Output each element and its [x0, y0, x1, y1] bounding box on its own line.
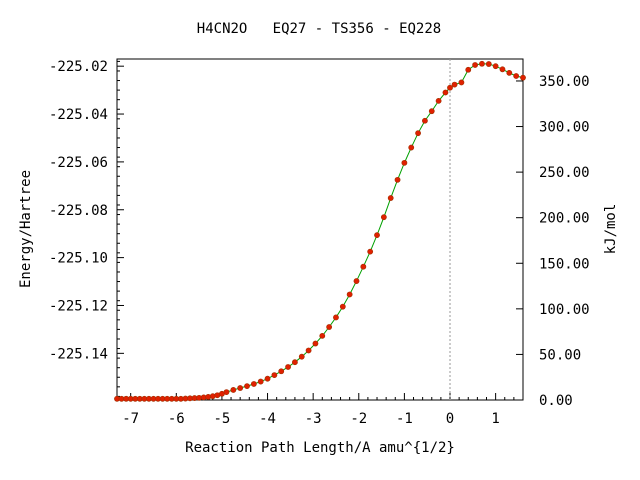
x-axis-label: Reaction Path Length/A amu^{1/2} — [185, 440, 455, 456]
y-tick-label: -225.14 — [49, 346, 108, 362]
x-tick-label: -5 — [213, 411, 230, 427]
y2-tick-label: 350.00 — [539, 74, 590, 90]
data-point — [305, 347, 312, 354]
data-point — [447, 84, 453, 91]
data-point — [435, 97, 442, 104]
y2-tick-label: 50.00 — [539, 347, 581, 363]
data-point — [353, 278, 360, 284]
data-point — [387, 195, 394, 201]
data-point — [472, 62, 479, 68]
y2-axis-label: kJ/mol — [603, 204, 619, 255]
data-point — [223, 389, 230, 396]
y-axis-label: Energy/Hartree — [18, 170, 34, 288]
data-point — [339, 303, 346, 310]
y-tick-label: -225.10 — [49, 251, 108, 267]
data-point — [415, 130, 421, 137]
data-point — [451, 81, 458, 88]
y2-tick-label: 150.00 — [539, 256, 590, 272]
x-tick-label: -1 — [396, 411, 413, 427]
y-tick-label: -225.06 — [49, 155, 108, 171]
data-point — [367, 248, 374, 255]
data-points — [114, 60, 526, 402]
data-point — [422, 117, 428, 124]
data-point — [319, 332, 326, 339]
energy-curve — [117, 63, 524, 400]
data-point — [458, 79, 465, 86]
y-axis-right: 0.00 50.00 100.00 150.00 200.00 250.00 300.00 3… — [516, 74, 590, 409]
chart-title: H4CN2O EQ27 - TS356 - EQ228 — [197, 21, 441, 37]
data-point — [285, 364, 291, 370]
y-tick-label: -225.08 — [49, 203, 108, 219]
data-point — [250, 381, 257, 387]
y2-tick-label: 100.00 — [539, 302, 590, 318]
y2-tick-label: 300.00 — [539, 120, 590, 136]
x-tick-label: -7 — [122, 411, 139, 427]
y2-tick-label: 250.00 — [539, 165, 590, 181]
y-axis-left: -225.02 -225.04 -225.06 -225.08 -225.10 -225.… — [49, 59, 124, 397]
data-point — [237, 385, 244, 391]
x-tick-label: 1 — [491, 411, 499, 427]
y-tick-label: -225.04 — [49, 107, 108, 123]
data-point — [499, 66, 506, 73]
data-point — [428, 108, 435, 115]
data-point — [346, 291, 353, 298]
data-point — [257, 378, 264, 385]
data-point — [264, 375, 271, 382]
data-point — [230, 387, 237, 393]
plot-frame — [116, 58, 524, 401]
data-point — [479, 60, 485, 67]
data-point — [333, 314, 339, 321]
data-point — [465, 66, 472, 73]
data-point — [394, 176, 401, 183]
data-point — [442, 89, 449, 96]
x-tick-label: -3 — [305, 411, 322, 427]
data-point — [401, 159, 408, 166]
data-point — [513, 73, 520, 79]
data-point — [374, 232, 380, 239]
data-point — [380, 214, 387, 221]
y2-tick-label: 0.00 — [539, 393, 573, 409]
data-point — [360, 263, 367, 270]
data-point — [298, 353, 305, 360]
x-tick-label: -4 — [259, 411, 276, 427]
y-tick-label: -225.02 — [49, 59, 108, 75]
data-point — [271, 372, 278, 379]
y2-tick-label: 200.00 — [539, 211, 590, 227]
data-point — [278, 368, 285, 375]
data-point — [485, 61, 492, 67]
data-point — [326, 324, 333, 330]
data-point — [312, 340, 319, 347]
data-point — [492, 63, 499, 70]
data-point — [244, 383, 250, 390]
y-tick-label: -225.12 — [49, 298, 108, 314]
x-tick-label: -2 — [350, 411, 367, 427]
data-point — [408, 144, 415, 151]
x-tick-label: -6 — [168, 411, 185, 427]
data-point — [506, 69, 513, 76]
data-point — [292, 359, 298, 366]
data-point — [520, 74, 526, 81]
x-tick-label: 0 — [446, 411, 454, 427]
